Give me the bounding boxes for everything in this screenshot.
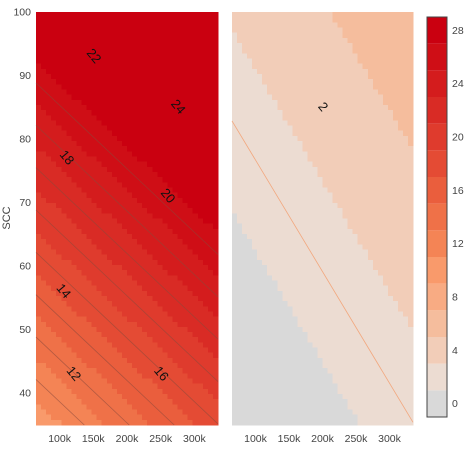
contour-line-16 [35, 294, 175, 426]
y-tick-label: 70 [19, 197, 31, 209]
colorbar-outline [426, 16, 448, 418]
y-tick-label: 80 [19, 134, 31, 146]
contour-line-26 [35, 82, 219, 255]
colorbar-swatch [427, 203, 447, 231]
colorbar-tick-label: 12 [452, 238, 464, 250]
x-tick-label: 200k [311, 433, 335, 445]
x-tick-label: 100k [244, 433, 268, 445]
x-tick-label: 300k [183, 433, 207, 445]
x-tick-label: 150k [278, 433, 302, 445]
colorbar-tick-label: 16 [452, 185, 464, 197]
y-tick-label: 100 [13, 7, 31, 19]
y-tick-label: 90 [19, 70, 31, 82]
colorbar-swatch [427, 150, 447, 177]
colorbar-tick-label: 8 [452, 292, 458, 304]
contour-line-22 [35, 167, 219, 340]
colorbar-swatch [427, 177, 447, 204]
y-tick-label: 50 [19, 324, 31, 336]
colorbar-swatch [427, 70, 447, 97]
contour-line-20 [35, 209, 219, 382]
y-tick-label: 40 [19, 388, 31, 400]
colorbar-swatch [427, 310, 447, 337]
x-tick-label: 250k [149, 433, 173, 445]
contour-lines [231, 120, 414, 423]
x-tick-label: 150k [82, 433, 106, 445]
colorbar-tick-label: 4 [452, 345, 458, 357]
contour-line-2 [231, 120, 414, 423]
contour-line-24 [35, 125, 219, 298]
y-tick-label: 60 [19, 261, 31, 273]
colorbar-swatch [427, 283, 447, 311]
colorbar-swatch [427, 390, 447, 417]
x-tick-label: 100k [48, 433, 72, 445]
contour-fill [36, 12, 219, 426]
colorbar-swatch [427, 17, 447, 44]
contour-fill [232, 12, 414, 426]
colorbar-swatch [427, 257, 447, 284]
colorbar-tick-label: 28 [452, 25, 464, 37]
colorbar-swatch [427, 363, 447, 391]
colorbar: 0 4 8 12 16 20 24 28 [426, 16, 464, 418]
colorbar-swatch [427, 97, 447, 124]
colorbar-tick-label: 20 [452, 132, 464, 144]
contour-line-12 [35, 379, 85, 426]
x-tick-label: 200k [116, 433, 140, 445]
x-tick-label: 300k [378, 433, 402, 445]
x-tick-label: 250k [345, 433, 369, 445]
colorbar-tick-label: 0 [452, 398, 458, 410]
colorbar-swatch [427, 43, 447, 71]
contour-line-18 [35, 252, 219, 425]
colorbar-swatch [427, 123, 447, 151]
colorbar-swatch [427, 337, 447, 364]
y-axis-title: SCC [1, 206, 13, 229]
contour-lines [35, 82, 219, 426]
colorbar-swatch [427, 230, 447, 257]
colorbar-tick-label: 24 [452, 78, 464, 90]
contour-line-14 [35, 336, 130, 426]
